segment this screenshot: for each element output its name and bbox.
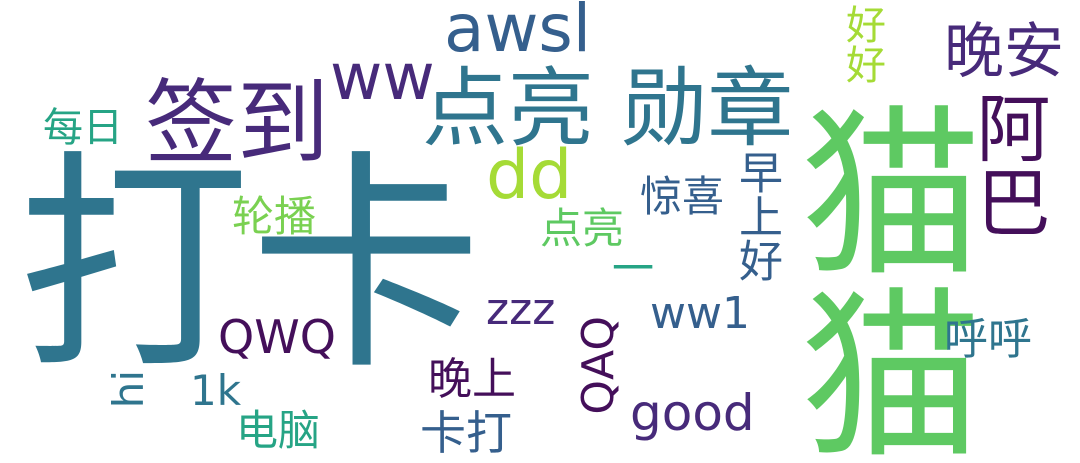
- word-qiandao: 签到: [145, 70, 330, 177]
- word-wanshang: 晚上: [428, 354, 516, 405]
- word-aba: 阿巴: [964, 90, 1050, 238]
- word-wanan: 晚安: [944, 17, 1064, 87]
- word-meiri: 每日: [43, 105, 123, 151]
- word-lunbo: 轮播: [232, 192, 317, 241]
- word-ww: ww: [330, 41, 435, 115]
- word-qaq: QAQ: [573, 316, 624, 415]
- word-dianliang: 点亮: [540, 204, 625, 253]
- word-dianliang-xunzhang: 点亮 勋章: [422, 59, 794, 159]
- word-huhu: 呼呼: [944, 314, 1032, 365]
- word-maomao: 猫猫: [770, 98, 982, 462]
- word-hi: hi: [104, 370, 153, 409]
- word-zaoshanghao: 早上好: [731, 150, 782, 282]
- word-dash: 一: [612, 244, 655, 293]
- word-1k: 1k: [190, 366, 242, 415]
- word-kada: 卡打: [420, 406, 512, 460]
- word-good: good: [630, 384, 755, 442]
- word-daka: 打卡: [18, 131, 483, 401]
- word-awsl: awsl: [444, 0, 592, 67]
- word-zzz: zzz: [486, 284, 556, 335]
- word-dd: dd: [486, 136, 573, 215]
- word-ww1: ww1: [650, 288, 750, 339]
- word-haohao: 好好: [839, 4, 885, 84]
- word-diannao: 电脑: [236, 406, 321, 455]
- word-jingxi: 惊喜: [640, 172, 725, 221]
- word-qwq: QWQ: [218, 310, 336, 364]
